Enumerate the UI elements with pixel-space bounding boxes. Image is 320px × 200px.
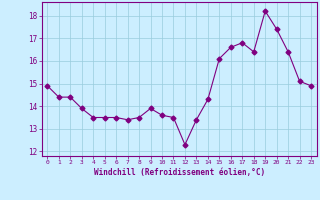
X-axis label: Windchill (Refroidissement éolien,°C): Windchill (Refroidissement éolien,°C) bbox=[94, 168, 265, 177]
